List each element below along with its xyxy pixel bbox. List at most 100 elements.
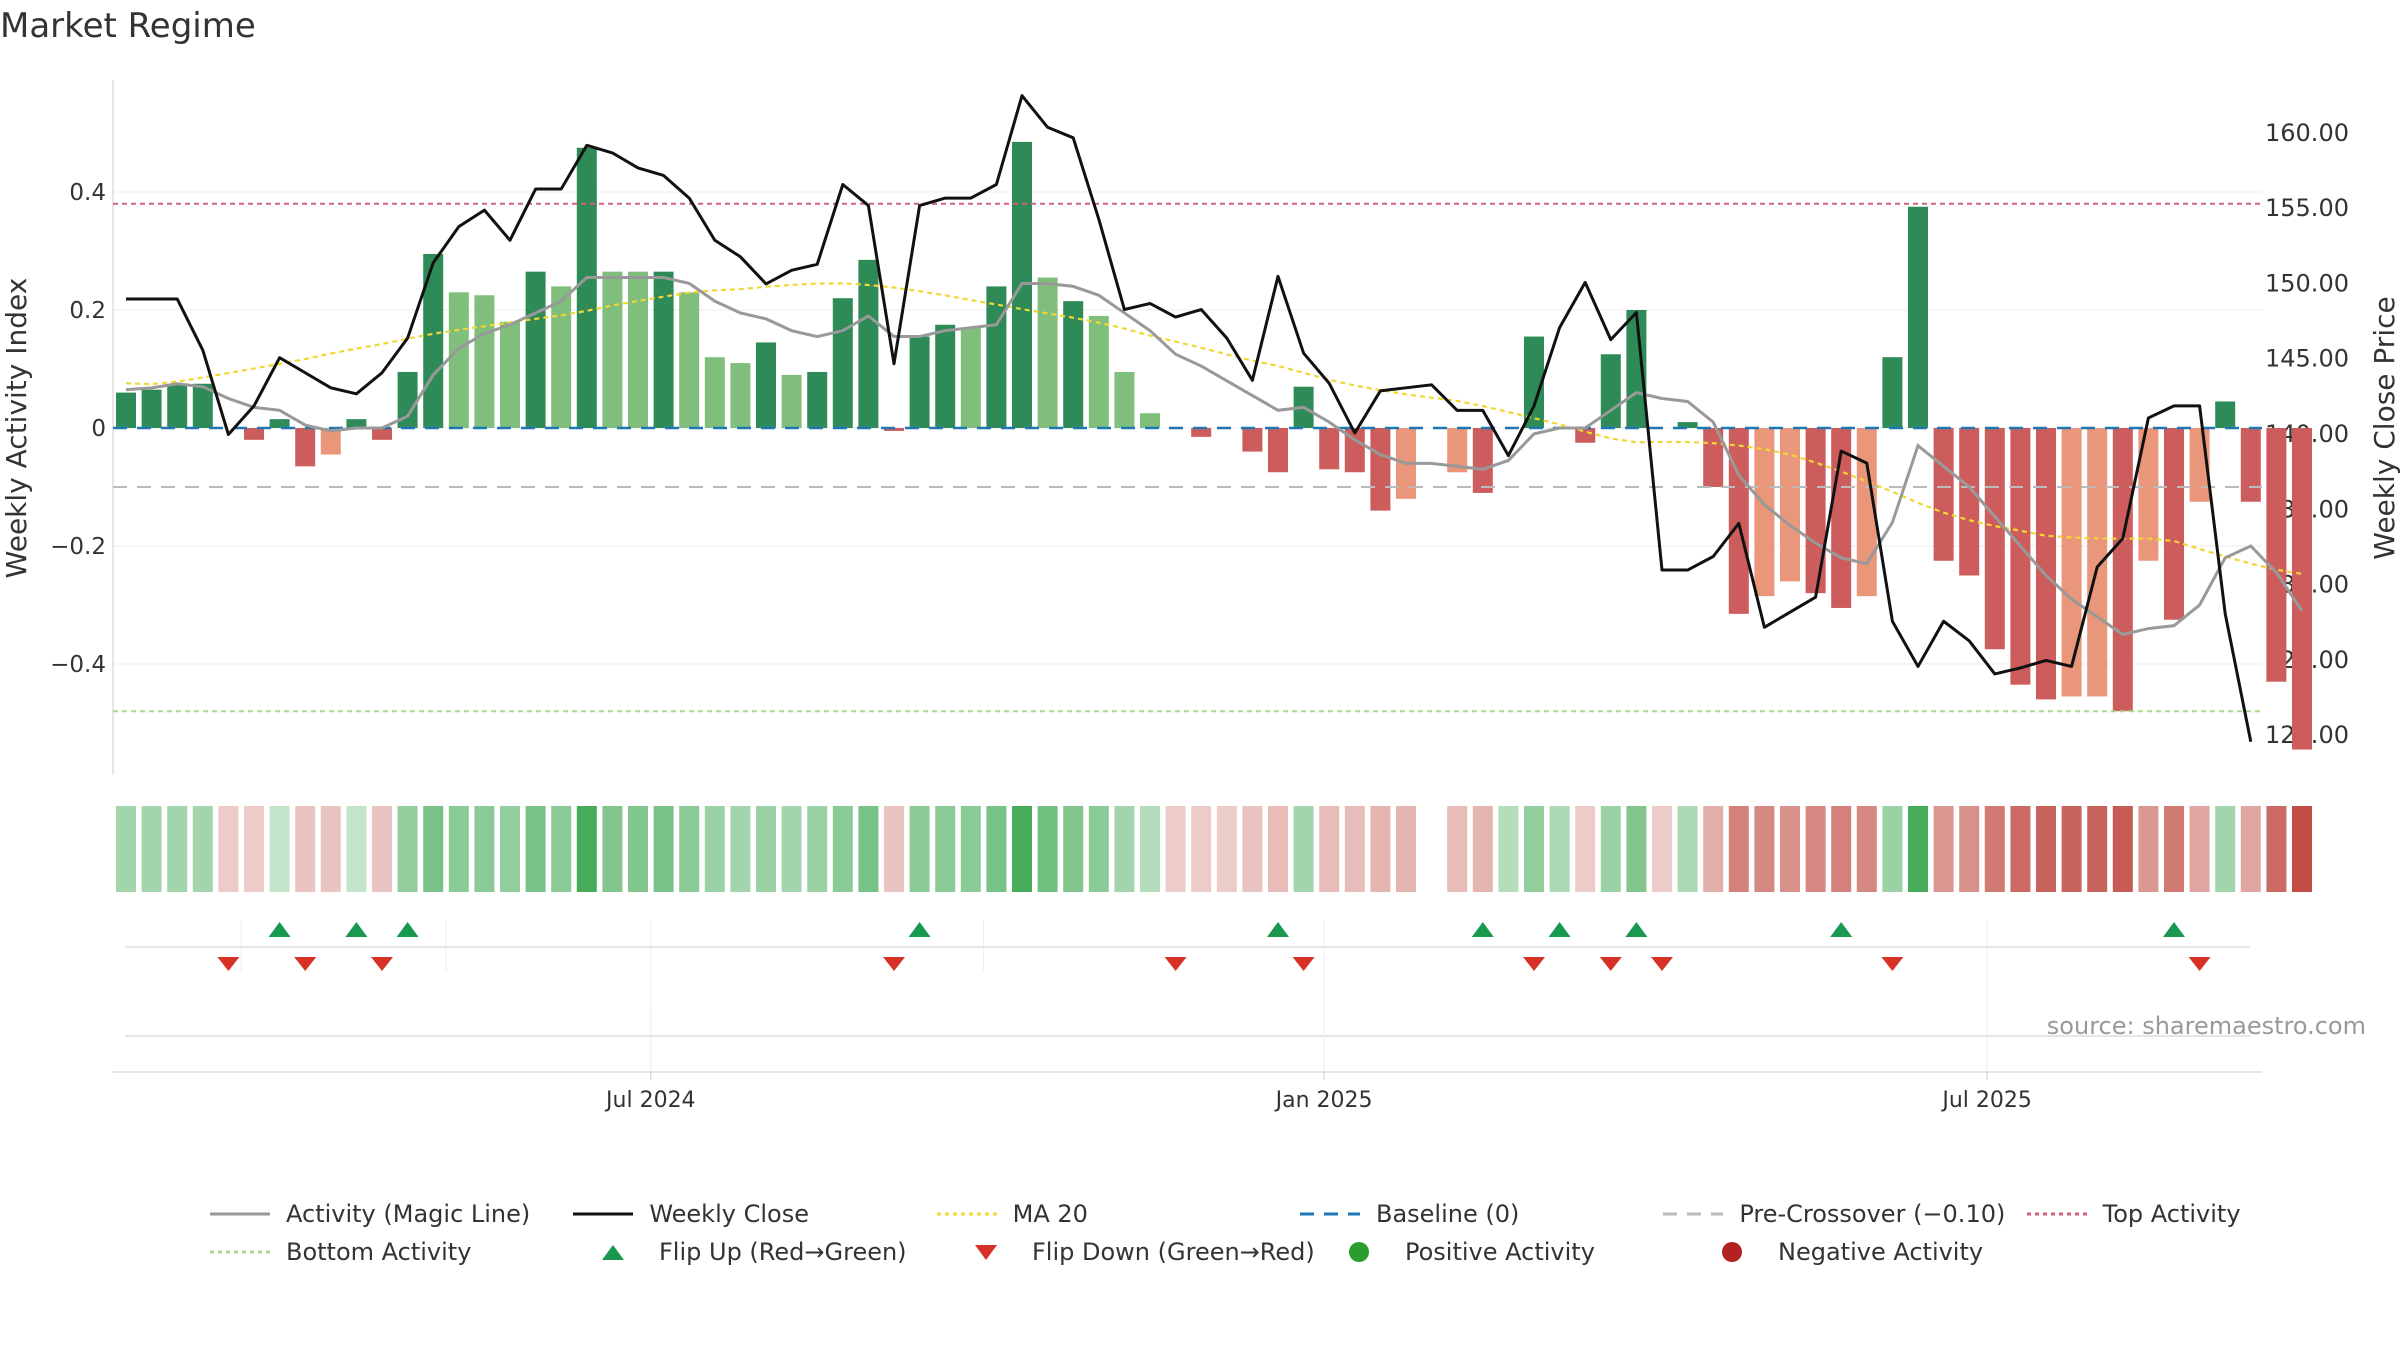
activity-bar [576, 147, 597, 428]
strip-cell [500, 806, 520, 892]
legend-label: Top Activity [2102, 1200, 2241, 1228]
strip-cell [1140, 806, 1160, 892]
strip-cell [2112, 806, 2133, 892]
flip-down-marker [2188, 957, 2211, 971]
legend-label: Baseline (0) [1375, 1200, 1520, 1228]
activity-bar [2240, 428, 2261, 502]
activity-bar [525, 271, 546, 428]
strip-cell [1498, 806, 1519, 892]
legend-swatch [1329, 1242, 1389, 1262]
y-right-tick-label: 155.00 [2265, 194, 2349, 222]
activity-bar [781, 374, 802, 428]
flip-down-marker [1164, 957, 1187, 971]
strip-cell [346, 806, 367, 892]
flip-down-marker [294, 957, 317, 971]
chart-legend: Activity (Magic Line) Weekly Close MA 20 Ba… [210, 1195, 2390, 1271]
activity-bar [1728, 428, 1749, 614]
strip-cell [167, 806, 188, 892]
strip-cell [679, 806, 700, 892]
activity-bar [1088, 315, 1109, 428]
activity-bar [1984, 428, 2005, 650]
legend-label: Positive Activity [1405, 1238, 1595, 1266]
strip-cell [192, 806, 213, 892]
activity-bar [167, 383, 188, 428]
strip-cell [448, 806, 469, 892]
flip-down-marker [1292, 957, 1315, 971]
y-right-tick-label: 160.00 [2265, 119, 2349, 147]
activity-bar [1114, 371, 1135, 428]
activity-bar [372, 428, 392, 440]
flip-down-marker [883, 957, 905, 971]
y-left-tick-label: −0.2 [50, 534, 106, 560]
activity-bar [679, 292, 700, 428]
activity-bar [500, 321, 520, 428]
activity-bar [1575, 428, 1596, 443]
x-tick-label: Jul 2024 [604, 1088, 696, 1113]
flip-up-marker [1830, 922, 1853, 937]
strip-cell [1037, 806, 1058, 892]
flip-up-marker [2163, 922, 2185, 937]
activity-bar [628, 271, 648, 428]
activity-bar [1703, 428, 1724, 487]
activity-bar [2292, 428, 2312, 750]
strip-cell [1677, 806, 1698, 892]
activity-bar [2061, 428, 2082, 697]
legend-swatch [1663, 1204, 1724, 1224]
activity-bar [2036, 428, 2056, 700]
strip-cell [1319, 806, 1340, 892]
strip-cell [2036, 806, 2056, 892]
activity-bar [602, 271, 623, 428]
strip-cell [884, 806, 904, 892]
strip-cell [423, 806, 444, 892]
activity-bar [1242, 428, 1263, 452]
strip-cell [807, 806, 828, 892]
y-left-tick-label: 0 [91, 416, 106, 442]
strip-cell [397, 806, 418, 892]
legend-item: Flip Down (Green→Red) [956, 1238, 1329, 1266]
activity-bar [960, 327, 981, 428]
activity-bar [2164, 428, 2184, 620]
legend-row: Activity (Magic Line) Weekly Close MA 20 Ba… [210, 1195, 2390, 1233]
activity-bar [1140, 413, 1160, 428]
strip-cell [1447, 806, 1468, 892]
activity-bar [986, 286, 1007, 428]
activity-bar [1780, 428, 1800, 582]
activity-bar [2010, 428, 2031, 685]
activity-bar [1268, 428, 1288, 473]
activity-bar [1472, 428, 1493, 493]
strip-cell [1012, 806, 1032, 892]
legend-label: Flip Up (Red→Green) [659, 1238, 907, 1266]
strip-cell [295, 806, 316, 892]
chart-title: Market Regime [0, 6, 256, 46]
activity-bar [884, 428, 904, 431]
strip-cell [2164, 806, 2184, 892]
y-right-tick-label: 150.00 [2265, 269, 2349, 297]
activity-bar [2215, 401, 2236, 428]
magic-line [125, 276, 2304, 637]
y-right-axis-label: Weekly Close Price [2368, 296, 2400, 559]
activity-bar [1805, 428, 1826, 594]
strip-cell [1344, 806, 1365, 892]
strip-cell [1063, 806, 1084, 892]
activity-bar [1063, 301, 1084, 428]
strip-cell [269, 806, 290, 892]
legend-item: Flip Up (Red→Green) [583, 1238, 956, 1266]
flip-down-marker [1523, 957, 1545, 971]
strip-cell [653, 806, 674, 892]
strip-cell [1268, 806, 1288, 892]
strip-cell [1293, 806, 1314, 892]
strip-cell [960, 806, 981, 892]
legend-label: Negative Activity [1778, 1238, 1984, 1266]
legend-label: Bottom Activity [286, 1238, 472, 1266]
activity-bar [141, 389, 162, 428]
activity-bar [551, 286, 572, 428]
flip-up-marker [1625, 922, 1648, 937]
legend-swatch [1299, 1204, 1360, 1224]
flip-down-marker [1651, 957, 1673, 971]
strip-cell [1088, 806, 1109, 892]
legend-item: Pre-Crossover (−0.10) [1663, 1200, 2026, 1228]
strip-cell [1575, 806, 1596, 892]
activity-bar [269, 419, 290, 428]
strip-cell [1933, 806, 1954, 892]
activity-bar [474, 295, 495, 428]
